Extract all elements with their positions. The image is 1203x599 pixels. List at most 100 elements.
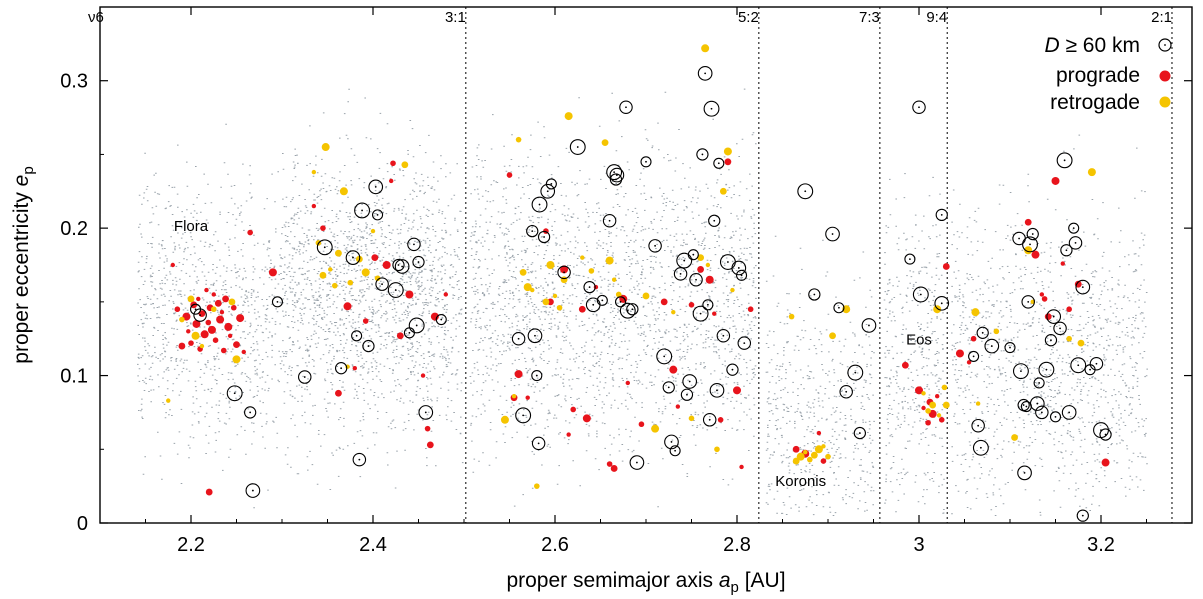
large-asteroid-center: [1089, 368, 1091, 371]
large-asteroid-center: [710, 107, 713, 110]
prograde-point: [669, 365, 678, 374]
large-asteroid-center: [625, 106, 627, 109]
retrogade-point: [1011, 434, 1018, 441]
x-tick-label: 2.2: [177, 534, 205, 556]
y-tick-label: 0.2: [60, 218, 88, 240]
large-asteroid-center: [740, 274, 743, 277]
large-asteroid-point: [1029, 396, 1045, 411]
y-tick-label: 0.1: [60, 366, 88, 388]
large-asteroid-center: [381, 283, 383, 286]
prograde-point: [816, 430, 822, 436]
retrogade-point: [511, 394, 517, 399]
series-retrogade: [166, 44, 1096, 489]
large-asteroid-point: [527, 328, 543, 344]
prograde-point: [915, 386, 923, 395]
large-asteroid-point: [606, 164, 623, 181]
y-axis-title: proper eccentricity ep: [10, 166, 37, 363]
legend-marker-prograde: [1159, 70, 1171, 82]
large-asteroid-center: [663, 355, 666, 358]
large-asteroid-point: [912, 286, 929, 303]
prograde-point: [424, 425, 431, 432]
resonance-label: 5:2: [738, 9, 759, 26]
large-asteroid-center: [538, 203, 541, 206]
retrogade-point: [321, 143, 330, 152]
large-asteroid-point: [682, 374, 698, 389]
x-tick-label: 2.4: [359, 534, 387, 556]
large-asteroid-point: [1033, 377, 1045, 389]
legend-label-large-italic: D: [1044, 34, 1059, 57]
prograde-point: [396, 332, 404, 340]
large-asteroid-center: [535, 374, 538, 377]
large-asteroid-center: [1104, 433, 1107, 436]
resonance-label: 2:1: [1151, 9, 1172, 26]
large-asteroid-center: [838, 306, 840, 309]
large-asteroid-center: [233, 392, 236, 395]
large-asteroid-center: [670, 441, 673, 443]
large-asteroid-center: [737, 267, 740, 269]
prograde-point: [214, 299, 222, 307]
large-asteroid-point: [968, 350, 980, 362]
large-asteroid-point: [569, 139, 586, 156]
large-asteroid-center: [706, 303, 709, 306]
prograde-point: [335, 389, 342, 397]
large-asteroid-center: [397, 264, 400, 266]
x-tick-label: 3.2: [1087, 534, 1115, 556]
large-asteroid-center: [1040, 411, 1043, 414]
large-asteroid-center: [1023, 471, 1026, 474]
large-asteroid-point: [1070, 357, 1087, 374]
prograde-point: [966, 360, 972, 365]
large-asteroid-point: [1068, 222, 1080, 234]
retrogade-point: [701, 44, 710, 53]
large-asteroid-point: [708, 214, 721, 227]
legend-label-retrogade: retrogade: [1050, 91, 1140, 114]
prograde-point: [606, 461, 613, 467]
y-axis-title-var: e: [10, 175, 33, 187]
large-asteroid-point: [297, 370, 312, 384]
large-asteroid-point: [680, 388, 694, 401]
retrogade-point: [166, 398, 171, 403]
prograde-point: [178, 342, 186, 350]
prograde-point: [204, 287, 209, 293]
large-asteroid-point: [626, 303, 639, 316]
retrogade-point: [714, 446, 720, 453]
large-asteroid-point: [583, 280, 596, 294]
large-asteroid-center: [440, 318, 443, 321]
retrogade-point: [335, 249, 342, 257]
prograde-point: [638, 421, 645, 428]
large-asteroid-point: [640, 156, 652, 168]
large-asteroid-point: [833, 302, 845, 314]
retrogade-point: [232, 355, 241, 364]
large-asteroid-point: [669, 445, 681, 457]
large-asteroid-center: [1031, 233, 1034, 235]
large-asteroid-point: [1046, 309, 1062, 324]
retrogade-point: [328, 267, 333, 272]
prograde-point: [610, 465, 618, 472]
prograde-point: [747, 306, 754, 313]
retrogade-point: [542, 298, 550, 306]
large-asteroid-center: [323, 246, 326, 249]
large-asteroid-center: [413, 243, 415, 246]
retrogade-point: [601, 139, 609, 147]
large-asteroid-point: [352, 452, 367, 467]
retrogade-point: [605, 256, 614, 265]
large-asteroid-point: [1038, 361, 1055, 378]
large-asteroid-center: [1068, 411, 1071, 414]
large-asteroid-center: [667, 386, 670, 389]
retrogade-point: [519, 268, 527, 276]
resonance-label: 3:1: [445, 9, 466, 26]
prograde-point: [362, 318, 369, 324]
retrogade-point: [370, 228, 376, 234]
retrogade-point: [556, 304, 563, 311]
large-asteroid-center: [854, 371, 857, 374]
large-asteroid-center: [695, 278, 697, 281]
large-asteroid-center: [592, 303, 595, 306]
large-asteroid-center: [727, 261, 729, 263]
large-asteroid-point: [726, 363, 739, 376]
retrogade-point: [374, 275, 381, 282]
prograde-point: [320, 225, 326, 231]
large-asteroid-point: [1044, 334, 1058, 347]
x-axis-title-var: a: [719, 569, 731, 592]
large-asteroid-center: [909, 258, 911, 261]
large-asteroid-point: [904, 253, 916, 265]
large-asteroid-center: [249, 411, 252, 414]
